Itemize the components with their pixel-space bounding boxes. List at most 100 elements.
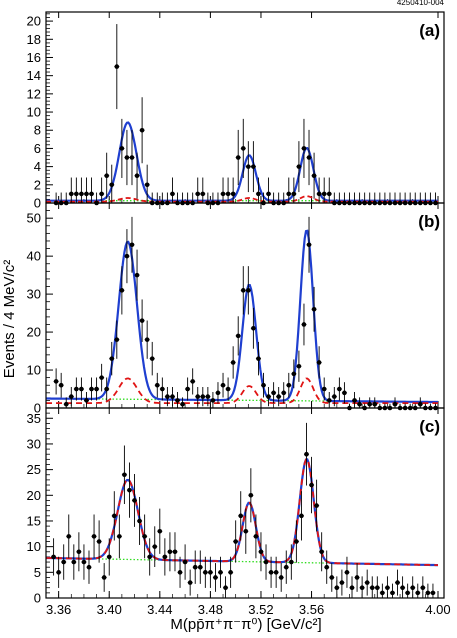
data-point xyxy=(190,379,195,384)
data-point xyxy=(240,288,246,293)
panel-c-marks: 0 5 10 15 20 25 30 35 xyxy=(27,407,439,606)
data-point xyxy=(76,549,82,555)
data-point xyxy=(286,382,292,388)
total-fit-curve xyxy=(46,229,438,404)
data-point xyxy=(225,191,231,197)
data-point xyxy=(299,513,304,519)
data-point xyxy=(251,325,256,331)
data-point xyxy=(276,394,281,399)
data-point xyxy=(99,191,104,197)
data-point xyxy=(79,191,84,197)
data-point xyxy=(79,386,84,392)
data-point xyxy=(157,528,163,534)
data-point xyxy=(329,575,335,580)
data-point xyxy=(106,554,112,560)
data-point xyxy=(149,356,155,361)
data-point xyxy=(228,570,233,575)
data-point xyxy=(89,386,94,392)
data-point xyxy=(319,549,324,555)
data-point xyxy=(369,585,375,591)
data-point xyxy=(332,394,337,399)
data-point xyxy=(152,544,158,549)
data-point xyxy=(101,575,107,580)
data-point xyxy=(134,272,140,278)
data-point xyxy=(316,191,322,197)
data-point xyxy=(306,242,312,248)
data-point xyxy=(253,534,259,539)
x-tick-label: 3.56 xyxy=(299,602,324,617)
y-tick-label: 40 xyxy=(27,249,41,264)
data-point xyxy=(415,590,421,596)
panel-b-marks: 0 10 20 30 40 50 xyxy=(27,202,439,416)
data-point xyxy=(208,570,213,575)
data-point xyxy=(233,539,238,544)
data-point xyxy=(187,580,193,585)
data-point xyxy=(425,590,431,596)
data-point xyxy=(180,401,185,407)
data-point xyxy=(235,333,241,339)
data-point xyxy=(324,564,330,570)
y-tick-label: 15 xyxy=(27,513,41,528)
data-point xyxy=(337,386,342,392)
data-point xyxy=(296,164,302,169)
data-point xyxy=(243,528,249,534)
data-point xyxy=(195,394,201,399)
data-point xyxy=(316,360,322,365)
panel-a-label: (a) xyxy=(419,21,440,40)
x-tick-label: 4.00 xyxy=(425,602,450,617)
y-tick-label: 30 xyxy=(27,287,41,302)
data-point xyxy=(134,173,140,179)
data-point xyxy=(220,382,226,388)
data-point xyxy=(58,382,64,388)
data-point xyxy=(86,564,92,570)
data-point xyxy=(311,306,317,312)
data-point xyxy=(309,482,314,488)
data-point xyxy=(240,146,246,151)
data-point xyxy=(109,356,115,361)
data-point xyxy=(420,585,426,591)
data-point xyxy=(349,585,355,591)
data-point xyxy=(364,580,370,585)
data-point xyxy=(89,191,94,197)
data-point xyxy=(197,564,203,570)
data-point xyxy=(326,398,332,403)
data-point xyxy=(182,559,188,565)
data-point xyxy=(63,401,69,407)
data-point xyxy=(205,394,211,399)
data-point xyxy=(66,534,72,539)
y-tick-label: 10 xyxy=(27,363,41,378)
data-point xyxy=(160,386,165,392)
data-point xyxy=(117,534,122,539)
data-point xyxy=(132,498,137,503)
data-point xyxy=(359,585,365,591)
data-point xyxy=(390,590,395,596)
y-tick-label: 18 xyxy=(27,32,41,47)
data-point xyxy=(56,570,61,575)
y-tick-label: 20 xyxy=(27,14,41,29)
data-point xyxy=(248,492,254,498)
data-point xyxy=(266,191,271,197)
data-point xyxy=(218,570,223,575)
data-point xyxy=(94,386,99,392)
data-point xyxy=(304,451,309,457)
signal-fit-curve xyxy=(46,195,438,203)
data-point xyxy=(238,513,244,519)
data-point xyxy=(104,386,109,392)
data-point xyxy=(334,585,340,591)
data-point xyxy=(352,398,357,403)
data-point xyxy=(294,539,299,544)
data-point xyxy=(99,375,104,380)
data-point xyxy=(144,337,150,342)
data-point xyxy=(139,127,145,133)
y-tick-label: 50 xyxy=(27,211,41,226)
data-point xyxy=(147,554,152,560)
data-point xyxy=(263,559,269,565)
data-point xyxy=(185,386,190,392)
data-point xyxy=(357,401,362,407)
data-point xyxy=(68,394,74,399)
y-tick-label: 14 xyxy=(27,68,41,83)
data-point xyxy=(354,575,360,580)
y-tick-label: 16 xyxy=(27,50,41,65)
data-point xyxy=(122,472,127,478)
data-point xyxy=(326,191,332,197)
